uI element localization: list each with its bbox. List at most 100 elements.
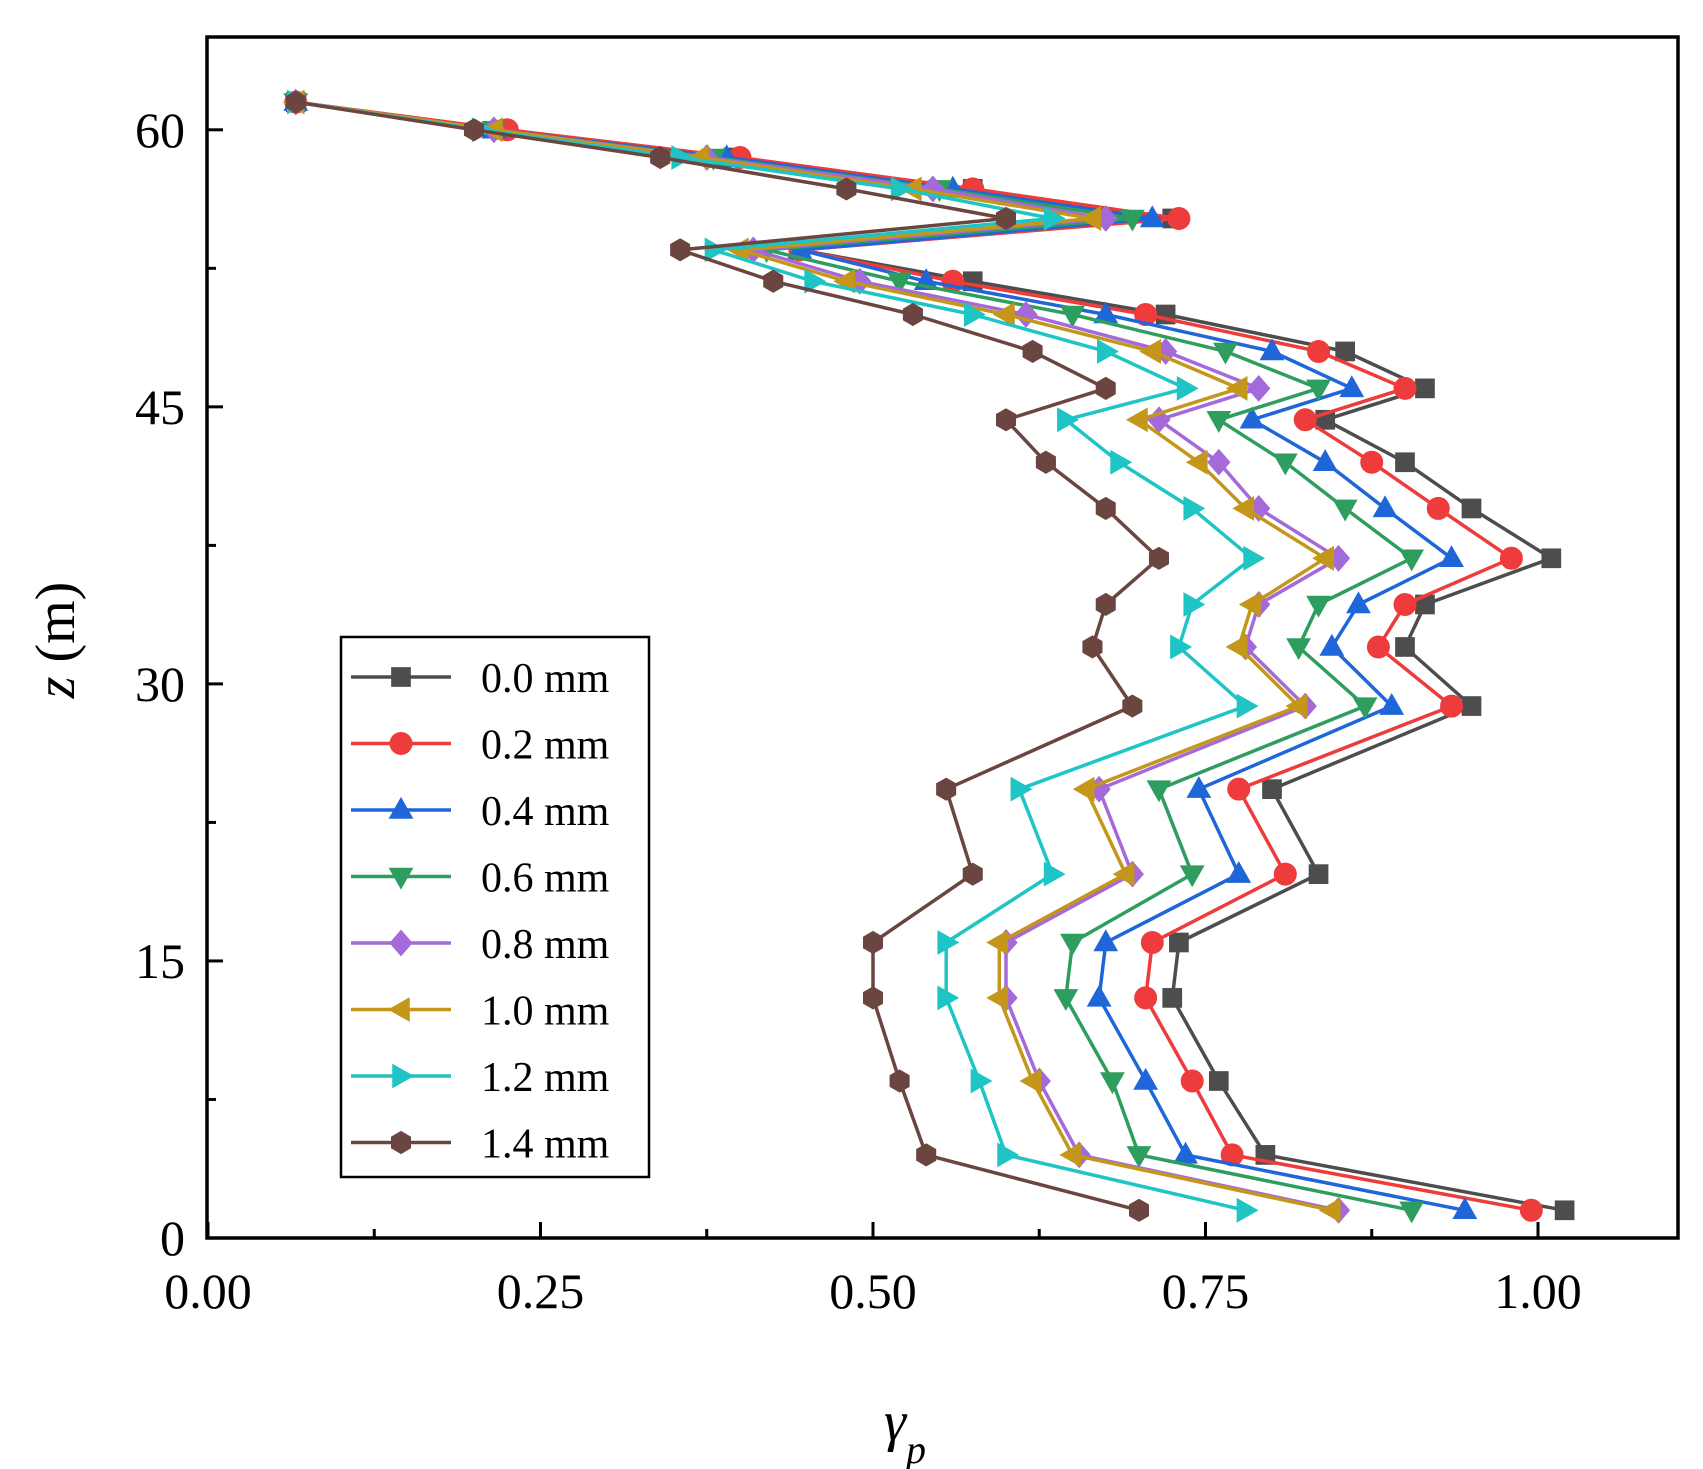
data-point — [1541, 548, 1562, 569]
x-tick-label: 0.00 — [164, 1263, 252, 1319]
data-point — [1110, 449, 1133, 475]
data-point — [1238, 592, 1261, 617]
legend: 0.0 mm 0.2 mm 0.4 mm 0.6 mm 0.8 mm 1.0 mm 1.2 … — [339, 635, 651, 1179]
data-point — [804, 268, 827, 294]
data-point — [1372, 495, 1398, 518]
data-point — [1554, 1200, 1575, 1221]
series-line — [295, 100, 1466, 1213]
data-point — [1306, 379, 1331, 402]
x-tick-label: 0.50 — [829, 1263, 917, 1319]
data-point — [1169, 932, 1189, 953]
data-point — [1243, 545, 1266, 571]
data-point — [1072, 776, 1095, 802]
data-point — [1060, 305, 1085, 328]
series-1-4-mm — [285, 90, 1169, 1222]
legend-label: 1.4 mm — [481, 1122, 610, 1168]
y-axis-title-unit: (m) — [25, 582, 87, 677]
legend-label: 0.8 mm — [481, 922, 610, 968]
data-point — [1308, 864, 1329, 884]
x-tick-label: 1.00 — [1494, 1263, 1582, 1319]
data-point — [1452, 1197, 1478, 1220]
data-point — [1318, 1197, 1341, 1223]
legend-entry: 0.2 mm — [351, 723, 610, 769]
data-point — [1247, 374, 1271, 402]
data-point — [1176, 375, 1199, 401]
legend-marker — [388, 796, 414, 819]
legend-entry: 1.4 mm — [351, 1122, 610, 1168]
data-point — [1208, 1071, 1229, 1091]
data-point — [1332, 499, 1358, 522]
data-point — [1099, 1072, 1125, 1095]
series-line — [295, 100, 1333, 1213]
legend-marker — [388, 867, 414, 890]
y-tick-label: 30 — [135, 656, 185, 712]
data-point — [1461, 696, 1482, 716]
data-point — [1167, 206, 1191, 230]
legend-label: 1.2 mm — [481, 1055, 610, 1101]
data-point — [463, 118, 485, 142]
x-tick-label: 0.75 — [1162, 1263, 1250, 1319]
data-point — [1183, 592, 1206, 617]
data-point — [1259, 338, 1285, 361]
data-point — [1415, 378, 1435, 399]
data-point — [704, 237, 727, 263]
data-point — [995, 408, 1017, 432]
data-point — [1379, 692, 1405, 715]
data-point — [1519, 1198, 1543, 1222]
data-point — [1399, 1201, 1425, 1224]
data-point — [1014, 301, 1038, 328]
y-axis-title: z (m) — [25, 582, 87, 700]
data-point — [1272, 453, 1298, 476]
data-point — [1125, 407, 1148, 433]
data-point — [1126, 1146, 1152, 1168]
data-point — [1312, 449, 1338, 472]
legend-entry: 0.8 mm — [351, 922, 610, 968]
legend-entry: 1.0 mm — [351, 989, 610, 1035]
data-point — [1360, 450, 1384, 474]
data-point — [986, 985, 1009, 1011]
data-point — [1095, 376, 1116, 400]
y-tick-label: 0 — [160, 1210, 185, 1266]
data-point — [1319, 633, 1345, 656]
legend-marker — [391, 667, 411, 687]
data-point — [1239, 406, 1265, 429]
data-point — [890, 176, 913, 202]
data-point — [1262, 779, 1282, 800]
data-point — [1043, 861, 1066, 887]
data-point — [1095, 496, 1116, 521]
data-point — [1093, 929, 1119, 952]
data-point — [1426, 496, 1450, 520]
data-point — [862, 986, 884, 1010]
data-point — [916, 1143, 937, 1167]
data-point — [1395, 452, 1415, 473]
data-point — [1148, 546, 1169, 570]
data-point — [1185, 449, 1208, 475]
data-point — [887, 272, 913, 295]
data-point — [763, 269, 784, 293]
y-axis-title-variable: z — [25, 676, 87, 699]
data-point — [1366, 635, 1390, 659]
data-point — [1022, 339, 1043, 364]
data-point — [1207, 448, 1231, 476]
data-point — [1293, 408, 1317, 432]
data-point — [1035, 450, 1056, 474]
data-point — [1346, 591, 1371, 614]
data-point — [962, 862, 983, 886]
data-point — [1128, 1198, 1150, 1222]
data-point — [1059, 1142, 1082, 1168]
legend-label: 1.0 mm — [481, 989, 610, 1035]
data-point — [995, 206, 1017, 231]
data-point — [1019, 1068, 1042, 1094]
data-point — [1170, 634, 1193, 660]
data-point — [1097, 339, 1119, 364]
data-point — [1312, 545, 1334, 571]
data-point — [1285, 693, 1308, 719]
data-point — [1079, 206, 1102, 231]
data-point — [889, 1069, 910, 1093]
x-tick-label: 0.25 — [497, 1263, 585, 1319]
legend-marker — [392, 1063, 415, 1089]
data-point — [937, 930, 960, 955]
data-point — [862, 930, 884, 955]
data-point — [1339, 375, 1365, 398]
data-point — [1183, 496, 1206, 521]
